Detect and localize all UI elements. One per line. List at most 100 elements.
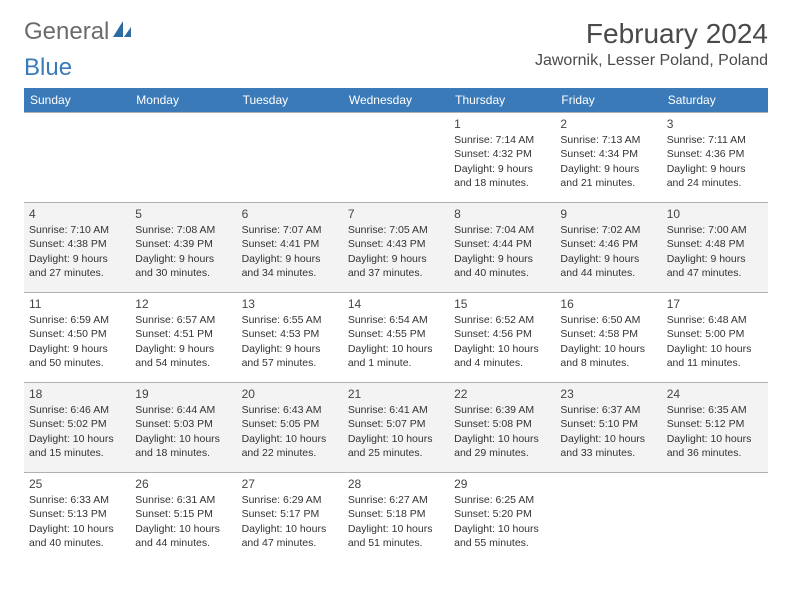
sunset-text: Sunset: 5:20 PM [454, 507, 550, 521]
weekday-header: Saturday [662, 88, 768, 113]
calendar-cell: 20Sunrise: 6:43 AMSunset: 5:05 PMDayligh… [237, 383, 343, 473]
day-number: 9 [560, 206, 656, 222]
brand-logo: General [24, 18, 135, 46]
sunrise-text: Sunrise: 6:37 AM [560, 403, 656, 417]
sunset-text: Sunset: 5:12 PM [667, 417, 763, 431]
calendar-cell: 29Sunrise: 6:25 AMSunset: 5:20 PMDayligh… [449, 473, 555, 563]
day-number: 19 [135, 386, 231, 402]
calendar-cell: 28Sunrise: 6:27 AMSunset: 5:18 PMDayligh… [343, 473, 449, 563]
day-number: 26 [135, 476, 231, 492]
daylight-text: Daylight: 10 hours [454, 342, 550, 356]
weekday-header: Friday [555, 88, 661, 113]
daylight-text: and 44 minutes. [560, 266, 656, 280]
daylight-text: and 29 minutes. [454, 446, 550, 460]
sunset-text: Sunset: 4:53 PM [242, 327, 338, 341]
daylight-text: Daylight: 9 hours [454, 162, 550, 176]
daylight-text: Daylight: 10 hours [348, 342, 444, 356]
daylight-text: and 40 minutes. [29, 536, 125, 550]
day-number: 22 [454, 386, 550, 402]
day-number: 7 [348, 206, 444, 222]
daylight-text: and 37 minutes. [348, 266, 444, 280]
sunset-text: Sunset: 5:10 PM [560, 417, 656, 431]
calendar-cell [555, 473, 661, 563]
calendar-table: Sunday Monday Tuesday Wednesday Thursday… [24, 88, 768, 563]
sunrise-text: Sunrise: 6:31 AM [135, 493, 231, 507]
daylight-text: Daylight: 9 hours [667, 162, 763, 176]
day-number: 3 [667, 116, 763, 132]
calendar-cell: 24Sunrise: 6:35 AMSunset: 5:12 PMDayligh… [662, 383, 768, 473]
sunrise-text: Sunrise: 7:10 AM [29, 223, 125, 237]
day-number: 8 [454, 206, 550, 222]
sunrise-text: Sunrise: 7:02 AM [560, 223, 656, 237]
daylight-text: Daylight: 9 hours [242, 342, 338, 356]
day-number: 11 [29, 296, 125, 312]
daylight-text: and 15 minutes. [29, 446, 125, 460]
day-number: 1 [454, 116, 550, 132]
calendar-cell: 17Sunrise: 6:48 AMSunset: 5:00 PMDayligh… [662, 293, 768, 383]
calendar-cell: 23Sunrise: 6:37 AMSunset: 5:10 PMDayligh… [555, 383, 661, 473]
sunset-text: Sunset: 4:58 PM [560, 327, 656, 341]
calendar-cell: 7Sunrise: 7:05 AMSunset: 4:43 PMDaylight… [343, 203, 449, 293]
calendar-cell: 21Sunrise: 6:41 AMSunset: 5:07 PMDayligh… [343, 383, 449, 473]
calendar-cell: 4Sunrise: 7:10 AMSunset: 4:38 PMDaylight… [24, 203, 130, 293]
brand-name-2: Blue [24, 54, 768, 82]
calendar-cell: 2Sunrise: 7:13 AMSunset: 4:34 PMDaylight… [555, 113, 661, 203]
sunrise-text: Sunrise: 6:57 AM [135, 313, 231, 327]
daylight-text: and 11 minutes. [667, 356, 763, 370]
calendar-cell [662, 473, 768, 563]
day-number: 29 [454, 476, 550, 492]
sunset-text: Sunset: 4:34 PM [560, 147, 656, 161]
sunrise-text: Sunrise: 6:50 AM [560, 313, 656, 327]
day-number: 25 [29, 476, 125, 492]
day-number: 28 [348, 476, 444, 492]
sunrise-text: Sunrise: 6:39 AM [454, 403, 550, 417]
calendar-cell: 6Sunrise: 7:07 AMSunset: 4:41 PMDaylight… [237, 203, 343, 293]
sunrise-text: Sunrise: 7:08 AM [135, 223, 231, 237]
daylight-text: Daylight: 10 hours [242, 432, 338, 446]
daylight-text: Daylight: 10 hours [29, 432, 125, 446]
daylight-text: Daylight: 10 hours [560, 432, 656, 446]
sunrise-text: Sunrise: 7:00 AM [667, 223, 763, 237]
calendar-cell: 27Sunrise: 6:29 AMSunset: 5:17 PMDayligh… [237, 473, 343, 563]
day-number: 2 [560, 116, 656, 132]
daylight-text: and 4 minutes. [454, 356, 550, 370]
daylight-text: Daylight: 10 hours [348, 522, 444, 536]
calendar-cell: 26Sunrise: 6:31 AMSunset: 5:15 PMDayligh… [130, 473, 236, 563]
calendar-cell: 16Sunrise: 6:50 AMSunset: 4:58 PMDayligh… [555, 293, 661, 383]
sunset-text: Sunset: 5:03 PM [135, 417, 231, 431]
sunset-text: Sunset: 4:41 PM [242, 237, 338, 251]
daylight-text: and 55 minutes. [454, 536, 550, 550]
sunset-text: Sunset: 5:17 PM [242, 507, 338, 521]
daylight-text: and 47 minutes. [242, 536, 338, 550]
daylight-text: Daylight: 10 hours [135, 522, 231, 536]
calendar-cell: 3Sunrise: 7:11 AMSunset: 4:36 PMDaylight… [662, 113, 768, 203]
sunset-text: Sunset: 4:43 PM [348, 237, 444, 251]
daylight-text: and 54 minutes. [135, 356, 231, 370]
day-number: 16 [560, 296, 656, 312]
brand-name-1: General [24, 18, 109, 46]
daylight-text: and 44 minutes. [135, 536, 231, 550]
day-number: 21 [348, 386, 444, 402]
calendar-cell: 9Sunrise: 7:02 AMSunset: 4:46 PMDaylight… [555, 203, 661, 293]
sunset-text: Sunset: 5:00 PM [667, 327, 763, 341]
day-number: 4 [29, 206, 125, 222]
day-number: 17 [667, 296, 763, 312]
daylight-text: and 8 minutes. [560, 356, 656, 370]
calendar-row: 25Sunrise: 6:33 AMSunset: 5:13 PMDayligh… [24, 473, 768, 563]
calendar-cell: 19Sunrise: 6:44 AMSunset: 5:03 PMDayligh… [130, 383, 236, 473]
sunrise-text: Sunrise: 6:52 AM [454, 313, 550, 327]
calendar-cell: 15Sunrise: 6:52 AMSunset: 4:56 PMDayligh… [449, 293, 555, 383]
daylight-text: and 36 minutes. [667, 446, 763, 460]
daylight-text: Daylight: 9 hours [560, 162, 656, 176]
sunset-text: Sunset: 5:05 PM [242, 417, 338, 431]
day-number: 10 [667, 206, 763, 222]
sunrise-text: Sunrise: 6:27 AM [348, 493, 444, 507]
daylight-text: Daylight: 9 hours [242, 252, 338, 266]
sunset-text: Sunset: 4:55 PM [348, 327, 444, 341]
daylight-text: Daylight: 9 hours [667, 252, 763, 266]
daylight-text: and 21 minutes. [560, 176, 656, 190]
daylight-text: and 18 minutes. [454, 176, 550, 190]
sunset-text: Sunset: 4:48 PM [667, 237, 763, 251]
sunrise-text: Sunrise: 6:25 AM [454, 493, 550, 507]
daylight-text: Daylight: 10 hours [667, 342, 763, 356]
